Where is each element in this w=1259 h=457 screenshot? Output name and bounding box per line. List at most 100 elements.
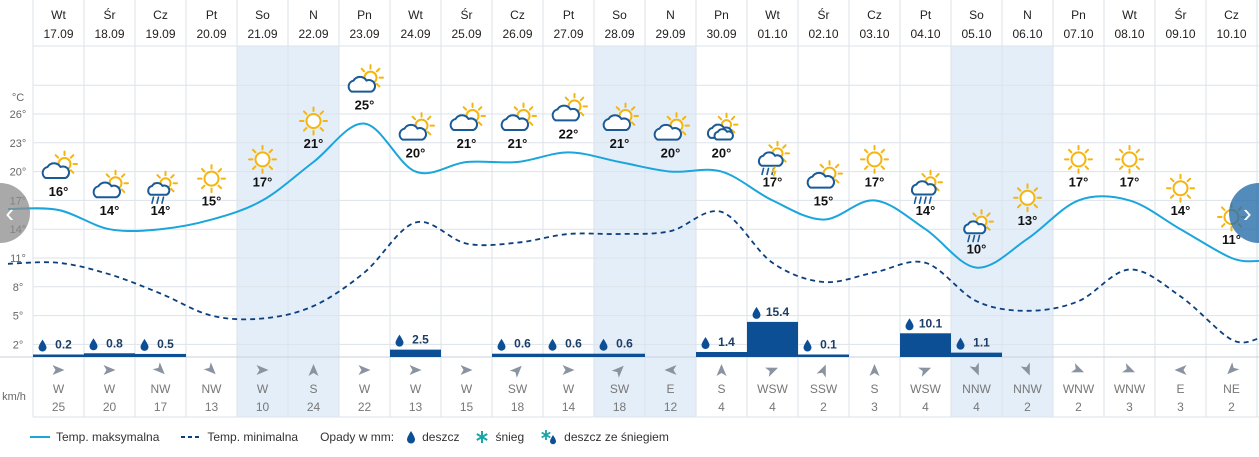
max-temp-label: 16° xyxy=(49,184,69,199)
max-temp-label: 20° xyxy=(406,146,426,161)
legend-precip-title: Opady w mm: xyxy=(320,430,394,444)
raindrop-icon xyxy=(752,306,761,319)
precip-bar xyxy=(84,353,135,357)
max-temp-label: 22° xyxy=(559,126,579,141)
wind-speed: 3 xyxy=(1177,400,1184,414)
raindrop-icon xyxy=(956,337,965,350)
wind-direction: S xyxy=(309,382,317,396)
precip-value: 0.5 xyxy=(157,337,174,351)
wind-arrow-icon xyxy=(816,364,826,378)
wind-direction: NW xyxy=(151,382,172,396)
partly-cloudy-icon xyxy=(500,102,537,131)
partly-cloudy-icon xyxy=(92,169,129,199)
wind-direction: W xyxy=(461,382,473,396)
wind-arrow-icon xyxy=(611,365,624,378)
wind-speed: 2 xyxy=(820,400,827,414)
precip-bar xyxy=(390,349,441,357)
wind-arrow-icon xyxy=(256,365,269,375)
max-temp-label: 17° xyxy=(1120,174,1140,189)
precip-label: 0.6 xyxy=(548,337,582,351)
precip-label: 0.1 xyxy=(803,338,837,352)
day-date: 25.09 xyxy=(451,27,481,41)
raindrop-icon xyxy=(905,318,914,331)
day-date: 29.09 xyxy=(655,27,685,41)
precip-label: 1.4 xyxy=(701,335,735,349)
legend-precip-title-text: Opady w mm: xyxy=(320,430,395,444)
day-date: 18.09 xyxy=(94,27,124,41)
day-name: So xyxy=(255,8,270,22)
raindrop-icon xyxy=(38,339,47,352)
sun-icon xyxy=(1064,144,1093,174)
wind-arrow-icon xyxy=(52,365,65,375)
precip-label: 0.6 xyxy=(497,337,531,351)
forecast-chart: °C 2° 5° 8° 11° 14° 17° 20° 23° 26° km/h Wt 17.09 Śr 1… xyxy=(0,0,1259,418)
day-date: 01.10 xyxy=(757,27,787,41)
wind-direction: W xyxy=(257,382,269,396)
chevron-right-icon: › xyxy=(1243,197,1252,228)
wind-direction: NW xyxy=(202,382,223,396)
day-date: 27.09 xyxy=(553,27,583,41)
day-name: Pt xyxy=(920,8,932,22)
precip-value: 15.4 xyxy=(766,305,790,319)
wind-arrow-icon xyxy=(1071,363,1085,373)
day-name: Pn xyxy=(1071,8,1086,22)
sun-icon xyxy=(248,144,277,174)
wind-speed: 2 xyxy=(1075,400,1082,414)
precip-value: 0.2 xyxy=(55,338,72,352)
wind-direction: WSW xyxy=(910,382,941,396)
sun-rain-icon xyxy=(147,170,178,204)
day-date: 26.09 xyxy=(502,27,532,41)
day-name: Śr xyxy=(104,7,116,22)
precip-label: 1.1 xyxy=(956,336,990,350)
wind-speed: 25 xyxy=(52,400,66,414)
day-date: 07.10 xyxy=(1063,27,1093,41)
partly-cloudy-icon xyxy=(602,102,639,131)
wind-arrow-icon xyxy=(1122,363,1136,373)
raindrop-icon xyxy=(407,431,416,444)
weekend-band xyxy=(1002,46,1053,417)
max-temp-label: 14° xyxy=(1171,203,1191,218)
day-date: 05.10 xyxy=(961,27,991,41)
weekend-band xyxy=(594,46,645,417)
precip-value: 2.5 xyxy=(412,333,429,347)
max-temp-label: 15° xyxy=(202,194,222,209)
partly-cloudy-icon xyxy=(653,112,690,141)
wind-arrow-icon xyxy=(308,364,319,376)
day-name: Wt xyxy=(765,8,780,22)
wind-direction: W xyxy=(104,382,116,396)
wind-direction: SSW xyxy=(810,382,838,396)
precip-bar xyxy=(543,353,594,357)
precip-label: 2.5 xyxy=(395,333,429,347)
precip-value: 0.1 xyxy=(820,338,837,352)
legend-rain-label: deszcz xyxy=(422,430,460,444)
sun-icon xyxy=(1115,144,1144,174)
solid-line-icon xyxy=(30,436,50,438)
day-name: Wt xyxy=(51,8,66,22)
y-tick-label: 23° xyxy=(10,138,27,150)
raindrop-icon xyxy=(599,338,608,351)
wind-speed: 4 xyxy=(922,400,929,414)
partly-cloudy-icon xyxy=(806,160,843,189)
heavy-rain-icon xyxy=(910,169,943,204)
wind-arrow-icon xyxy=(969,362,979,376)
legend-min: Temp. minimalna xyxy=(181,430,298,444)
max-temp-label: 17° xyxy=(1069,174,1089,189)
wind-arrow-icon xyxy=(765,367,779,377)
wind-direction: NE xyxy=(1223,382,1240,396)
y-tick-label: 26° xyxy=(10,109,27,121)
day-date: 04.10 xyxy=(910,27,940,41)
precip-label: 15.4 xyxy=(752,305,790,319)
wind-speed: 15 xyxy=(460,400,474,414)
precip-bar xyxy=(951,352,1002,357)
y-tick-label: 2° xyxy=(13,339,24,351)
sun-icon xyxy=(197,164,226,194)
day-date: 03.10 xyxy=(859,27,889,41)
day-name: N xyxy=(666,8,675,22)
wind-speed: 4 xyxy=(718,400,725,414)
max-temp-label: 21° xyxy=(304,136,324,151)
wind-unit-label: km/h xyxy=(2,391,26,403)
day-date: 28.09 xyxy=(604,27,634,41)
day-name: So xyxy=(969,8,984,22)
day-date: 20.09 xyxy=(196,27,226,41)
precip-value: 1.1 xyxy=(973,336,990,350)
